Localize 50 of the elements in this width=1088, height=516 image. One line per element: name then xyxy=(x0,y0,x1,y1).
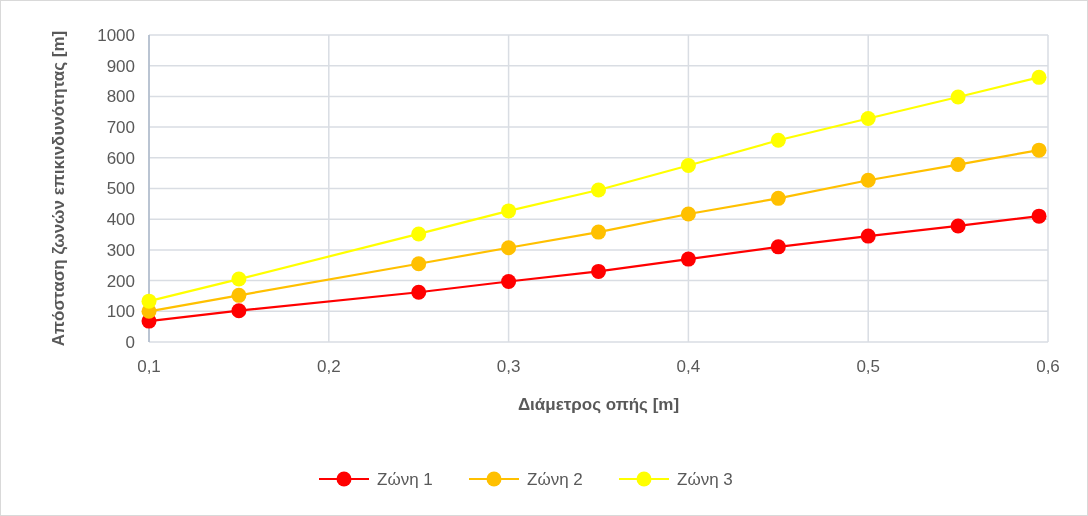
point xyxy=(950,89,966,105)
point xyxy=(501,203,517,219)
y-axis-title: Απόσταση ζωνών επικινδυνότητας [m] xyxy=(49,30,68,347)
point xyxy=(680,157,696,173)
point xyxy=(950,157,966,173)
y-tick-label: 900 xyxy=(106,56,135,76)
point xyxy=(680,206,696,222)
legend-label: Ζώνη 1 xyxy=(377,469,433,489)
point xyxy=(231,287,247,303)
point xyxy=(591,182,606,198)
point xyxy=(770,239,786,255)
point xyxy=(1031,142,1047,158)
point xyxy=(411,256,427,272)
y-tick-label: 500 xyxy=(106,179,135,199)
point xyxy=(231,303,247,319)
x-tick-label: 0,3 xyxy=(496,357,521,376)
x-tick-label: 0,6 xyxy=(1036,357,1060,376)
y-tick-label: 0 xyxy=(125,332,135,352)
x-tick-label: 0,5 xyxy=(856,357,881,376)
point xyxy=(591,224,606,240)
y-tick-label: 600 xyxy=(106,148,135,168)
point xyxy=(770,132,786,148)
x-tick-label: 0,4 xyxy=(676,357,701,376)
y-tick-label: 800 xyxy=(106,87,135,107)
point xyxy=(411,226,427,242)
point xyxy=(860,172,876,188)
y-tick-label: 100 xyxy=(106,302,135,322)
point xyxy=(1031,208,1047,224)
y-tick-label: 300 xyxy=(106,240,135,260)
y-tick-label: 700 xyxy=(106,118,135,138)
point xyxy=(501,240,517,256)
point xyxy=(950,218,966,234)
point xyxy=(860,111,876,126)
point xyxy=(231,271,247,287)
legend-label: Ζώνη 3 xyxy=(677,469,733,489)
x-tick-label: 0,2 xyxy=(316,357,341,376)
y-tick-label: 400 xyxy=(106,210,135,230)
point xyxy=(860,228,876,244)
y-tick-label: 200 xyxy=(106,271,135,291)
point xyxy=(501,274,517,290)
x-tick-label: 0,1 xyxy=(137,357,161,376)
y-tick-label: 1000 xyxy=(97,25,135,45)
point xyxy=(680,251,696,267)
point xyxy=(141,293,157,309)
point xyxy=(591,263,606,279)
point xyxy=(411,284,427,300)
x-axis-title: Διάμετρος οπής [m] xyxy=(517,395,680,414)
point xyxy=(770,190,786,206)
point xyxy=(1031,69,1047,85)
legend-label: Ζώνη 2 xyxy=(527,469,583,489)
